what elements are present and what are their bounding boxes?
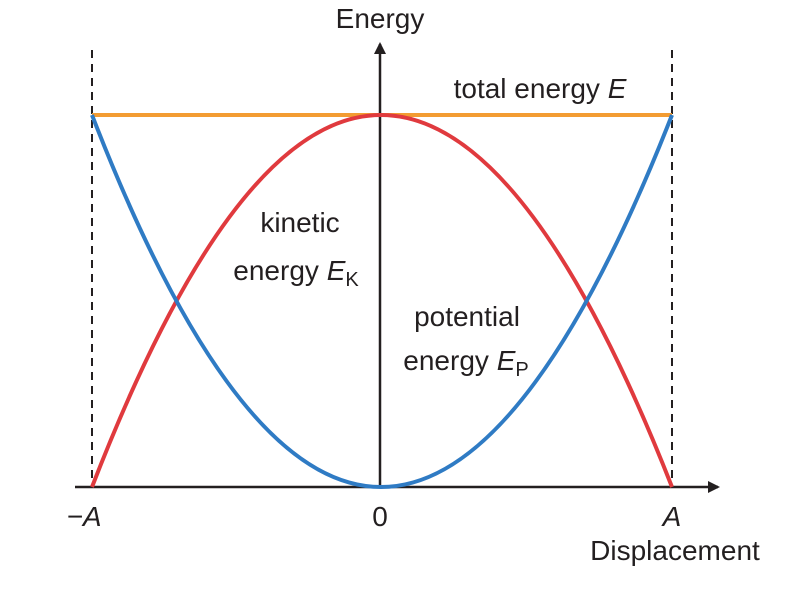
label-text: energy (233, 255, 319, 286)
label-text: energy (403, 345, 489, 376)
label-symbol: E (497, 345, 516, 376)
potential-label: energy EP (403, 345, 528, 381)
x-axis-label: Displacement (590, 535, 760, 566)
y-axis-label: Energy (336, 3, 425, 34)
potential-label: potential (414, 301, 520, 332)
label-subscript: P (515, 359, 528, 381)
total-label: total energy E (454, 73, 627, 104)
x-tick-label: 0 (372, 501, 388, 532)
kinetic-label: energy EK (233, 255, 359, 291)
x-tick-label: −A (66, 501, 101, 532)
kinetic-label: kinetic (260, 207, 339, 238)
label-text: total energy (454, 73, 600, 104)
label-symbol: E (327, 255, 346, 286)
label-symbol: E (608, 73, 627, 104)
label-subscript: K (345, 269, 359, 291)
x-tick-label: A (661, 501, 682, 532)
potential-curve (90, 114, 674, 489)
